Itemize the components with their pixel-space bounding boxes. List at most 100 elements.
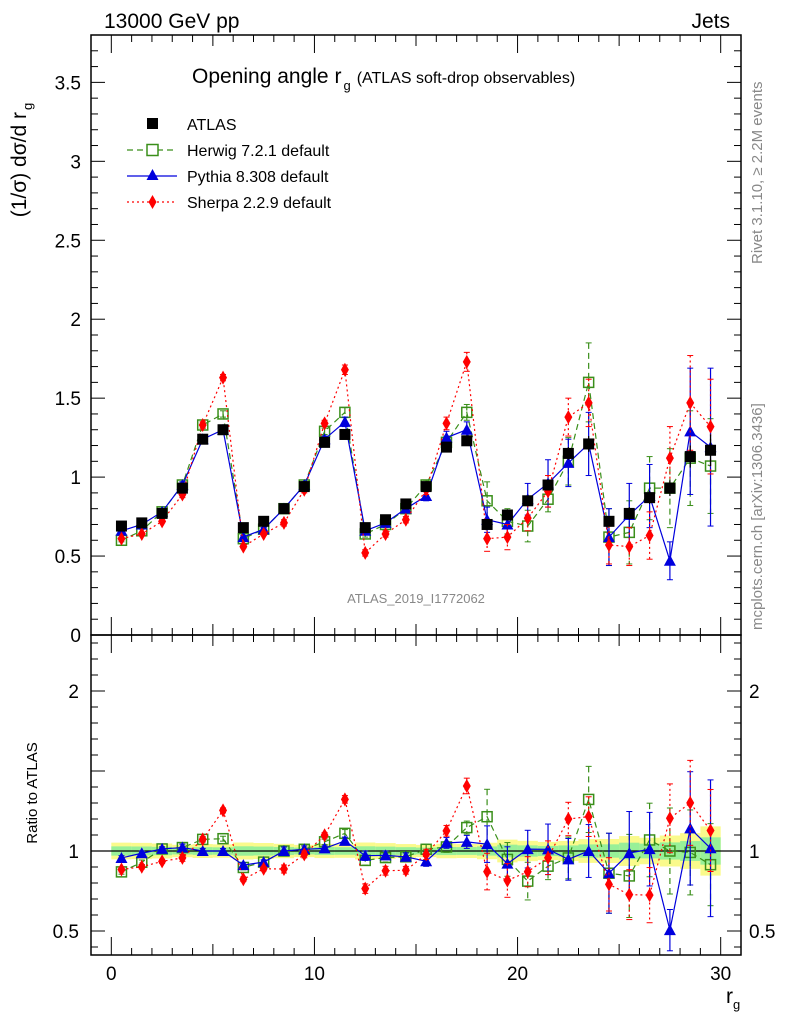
header-left: 13000 GeV pp [104,10,239,33]
herwig-ratio-point [481,810,493,823]
sherpa-ratio-point [422,847,431,862]
sherpa-point [401,512,410,527]
mcplots-label: mcplots.cern.ch [arXiv:1306.3436] [749,403,766,630]
pythia-ratio-point [196,845,209,856]
sherpa-ratio-point [279,862,288,876]
sherpa-ratio-point [665,811,674,826]
sherpa-point [523,511,532,526]
pythia-ratio-point [440,836,453,848]
atlas-point [278,503,290,515]
pythia-ratio-point [277,845,290,856]
atlas-point [380,514,392,526]
sherpa-point [564,410,573,425]
sherpa-line [121,361,711,555]
atlas-point [258,515,270,527]
legend-herwig-marker [146,143,159,157]
sherpa-point [279,515,288,530]
atlas-point [217,424,229,436]
sherpa-point [137,526,146,541]
sherpa-ratio-point [178,850,187,865]
sherpa-point [584,395,593,410]
herwig-ratio-line [121,797,711,882]
sherpa-point [239,539,248,554]
legend-pythia: Pythia 8.308 default [127,169,329,186]
herwig-point [461,406,473,419]
atlas-point [542,479,554,491]
xlabel-text: r [726,985,733,1008]
pythia-ratio-point [643,843,656,855]
x-tick-label: 0 [106,964,117,985]
atlas-point [298,481,310,493]
pythia-ratio-point [623,847,636,859]
xlabel: rg [726,985,740,1012]
legend-sherpa: Sherpa 2.2.9 default [127,195,332,212]
pythia-ratio-point [135,847,148,859]
sherpa-point [462,354,471,369]
sherpa-point [259,526,268,541]
sherpa-ratio-point [686,795,695,810]
sherpa-ratio-point [604,877,613,892]
atlas-point [583,438,595,450]
y-tick-label: 2.5 [55,231,81,252]
sherpa-point [361,545,370,560]
pythia-point [338,415,351,427]
watermark: ATLAS_2019_I1772062 [347,591,485,606]
herwig-ratio-point [664,845,676,857]
sherpa-ratio-point [117,862,126,877]
sherpa-ratio-point [320,828,329,843]
sherpa-point [706,419,715,434]
atlas-point [603,515,615,527]
sherpa-point [604,538,613,552]
pythia-ratio-point [562,853,575,865]
atlas-point [156,507,168,519]
sherpa-ratio-point [300,847,309,862]
pythia-ratio-point [582,845,595,856]
y-tick-label: 3 [70,152,81,173]
sherpa-ratio-point [381,863,390,878]
atlas-point [481,518,493,530]
pythia-ratio-point [115,851,128,863]
y-tick-label: 0 [70,626,81,647]
sherpa-ratio-point [625,887,634,902]
pythia-ratio-point [156,842,169,854]
atlas-point [461,435,473,447]
pythia-ratio-line [121,827,711,931]
pythia-ratio-point [684,822,697,834]
sherpa-ratio-point [340,792,349,807]
sherpa-point [340,362,349,377]
title-sub: g [343,78,350,93]
title-main: Opening angle r [192,65,341,88]
sherpa-ratio-point [544,850,553,865]
pythia-ratio-point [460,835,473,847]
y-tick-label: 1 [70,468,81,489]
sherpa-point [320,416,329,431]
atlas-point [664,482,676,494]
atlas-point [522,495,534,507]
x-tick-label: 10 [304,964,325,985]
pythia-point [460,423,473,435]
atlas-point [176,482,188,494]
ratio-y-tick-label: 1 [68,842,79,863]
ratio-y-tick-label-right: 1 [749,842,760,863]
y-tick-label: 3.5 [55,73,81,94]
sherpa-ratio-point [239,872,248,887]
pythia-ratio-point [217,845,230,856]
y-tick-label: 0.5 [55,547,81,568]
legend-atlas-marker [147,118,158,129]
pythia-ratio-point [521,843,534,855]
ratio-y-tick-label: 2 [68,682,79,703]
herwig-ratio-point [582,793,595,806]
ratio-panel-marks [91,759,741,952]
pythia-ratio-point [663,924,676,936]
pythia-line [121,420,711,561]
sherpa-ratio-point [219,803,228,818]
pythia-point [663,554,676,566]
pythia-ratio-point [481,838,494,850]
sherpa-ratio-point [137,859,146,874]
sherpa-point [665,451,674,466]
plot-content: 00.511.522.533.50.5 0.51 12 20 10 20 30 [53,34,775,985]
ratio-frame [90,634,742,956]
atlas-point [237,522,249,534]
atlas-point [339,428,351,440]
